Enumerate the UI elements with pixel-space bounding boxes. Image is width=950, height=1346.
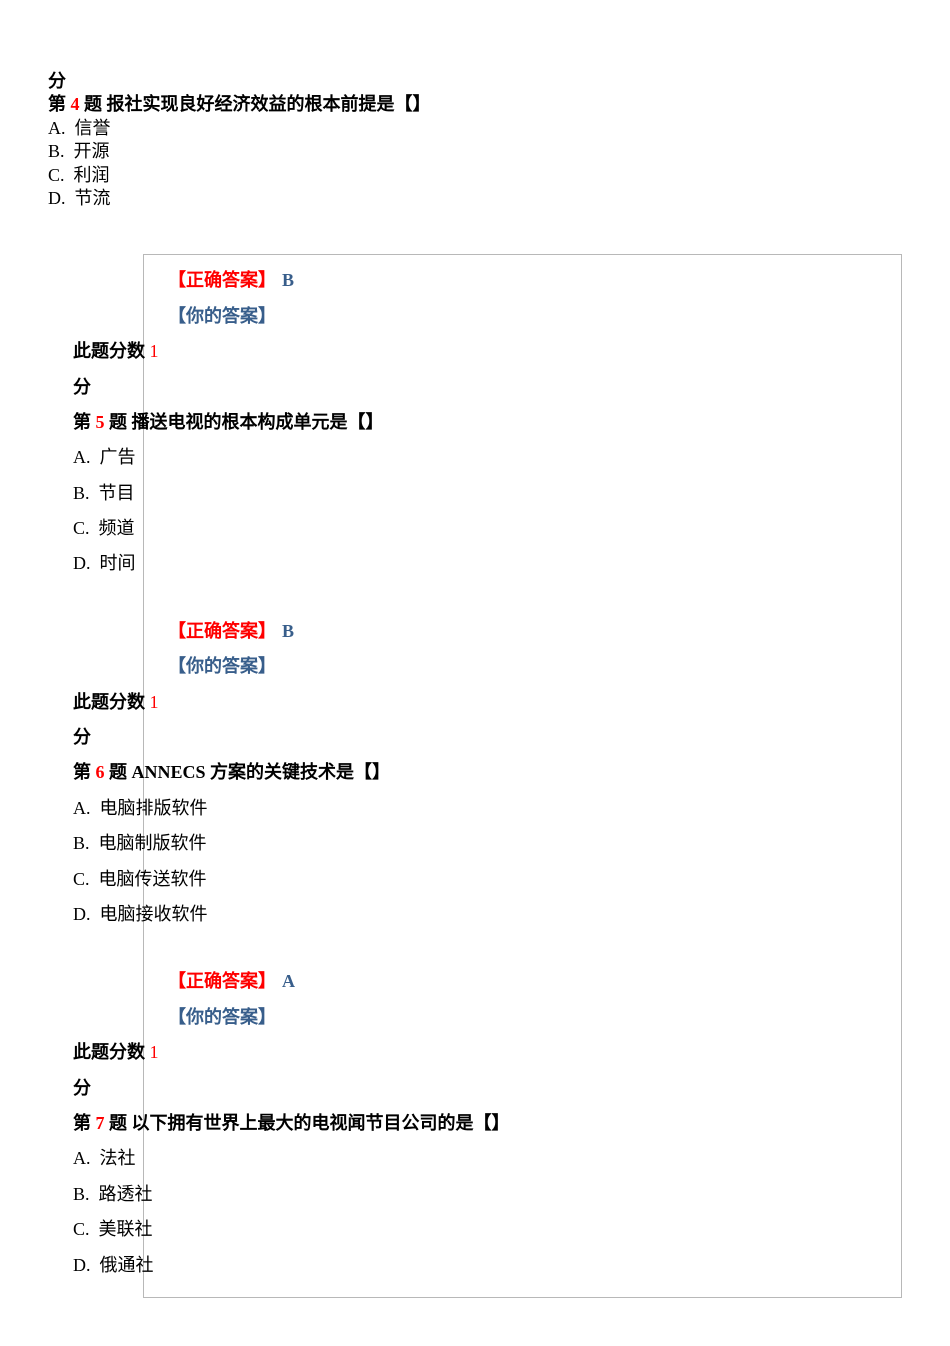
score-tail: 分 [73, 376, 877, 399]
option-a: A. 广告 [73, 446, 877, 469]
option-a: A. 电脑排版软件 [73, 797, 877, 820]
option-a: A. 法社 [73, 1147, 877, 1170]
options: A. 法社 B. 路透社 C. 美联社 D. 俄通社 [73, 1147, 877, 1277]
correct-label: 【正确答案】 [168, 621, 276, 641]
q-number: 4 [71, 94, 80, 114]
page: 分 第 4 题 报社实现良好经济效益的根本前提是【】 A. 信誉 B. 开源 C… [0, 0, 950, 1346]
option-d: D. 节流 [48, 187, 902, 210]
q-mid: 题 [105, 762, 132, 782]
your-answer-line: 【你的答案】 [168, 305, 877, 328]
q-prefix: 第 [48, 94, 71, 114]
question-line: 第 7 题 以下拥有世界上最大的电视闻节目公司的是【】 [73, 1112, 877, 1135]
option-d: D. 时间 [73, 552, 877, 575]
correct-value: B [282, 270, 294, 290]
option-b: B. 路透社 [73, 1183, 877, 1206]
q-number: 5 [96, 412, 105, 432]
question-line: 第 5 题 播送电视的根本构成单元是【】 [73, 411, 877, 434]
option-a: A. 信誉 [48, 117, 902, 140]
q-text: 播送电视的根本构成单元是【】 [132, 412, 384, 432]
your-label: 【你的答案】 [168, 306, 276, 326]
options: A. 广告 B. 节目 C. 频道 D. 时间 [73, 446, 877, 576]
q-prefix: 第 [73, 1113, 96, 1133]
q-number: 7 [96, 1113, 105, 1133]
score-label: 此题分数 [73, 341, 150, 361]
option-b: B. 开源 [48, 140, 902, 163]
correct-answer-line: 【正确答案】 B [168, 269, 877, 292]
question-line: 第 6 题 ANNECS 方案的关键技术是【】 [73, 761, 877, 784]
q-text: ANNECS 方案的关键技术是【】 [132, 762, 391, 782]
option-d: D. 俄通社 [73, 1254, 877, 1277]
option-b: B. 节目 [73, 482, 877, 505]
correct-answer-line: 【正确答案】 A [168, 970, 877, 993]
q-prefix: 第 [73, 412, 96, 432]
options: A. 信誉 B. 开源 C. 利润 D. 节流 [48, 117, 902, 211]
option-c: C. 频道 [73, 517, 877, 540]
your-label: 【你的答案】 [168, 1007, 276, 1027]
q-text: 报社实现良好经济效益的根本前提是【】 [107, 94, 431, 114]
q-mid: 题 [105, 1113, 132, 1133]
correct-label: 【正确答案】 [168, 270, 276, 290]
option-b: B. 电脑制版软件 [73, 832, 877, 855]
score-value: 1 [150, 341, 159, 361]
score-label: 此题分数 [73, 692, 150, 712]
score-value: 1 [150, 692, 159, 712]
your-label: 【你的答案】 [168, 656, 276, 676]
q-mid: 题 [105, 412, 132, 432]
score-tail: 分 [73, 1077, 877, 1100]
score-value: 1 [150, 1042, 159, 1062]
your-answer-line: 【你的答案】 [168, 1006, 877, 1029]
q-mid: 题 [80, 94, 107, 114]
correct-value: B [282, 621, 294, 641]
correct-label: 【正确答案】 [168, 971, 276, 991]
correct-answer-line: 【正确答案】 B [168, 620, 877, 643]
option-c: C. 电脑传送软件 [73, 868, 877, 891]
option-c: C. 利润 [48, 164, 902, 187]
prev-tail-text: 分 [48, 70, 902, 93]
score-line: 此题分数 1 [73, 691, 877, 714]
options: A. 电脑排版软件 B. 电脑制版软件 C. 电脑传送软件 D. 电脑接收软件 [73, 797, 877, 927]
q-text: 以下拥有世界上最大的电视闻节目公司的是【】 [132, 1113, 510, 1133]
score-line: 此题分数 1 [73, 340, 877, 363]
score-line: 此题分数 1 [73, 1041, 877, 1064]
answer-box: 【正确答案】B 【你的答案】 此题分数 1 分 第 5 题 播送电视的根本构成单… [143, 254, 902, 1298]
q-prefix: 第 [73, 762, 96, 782]
correct-value: A [282, 971, 295, 991]
question-block-4: 第 4 题 报社实现良好经济效益的根本前提是【】 A. 信誉 B. 开源 C. … [48, 93, 902, 1298]
option-d: D. 电脑接收软件 [73, 903, 877, 926]
score-tail: 分 [73, 726, 877, 749]
your-answer-line: 【你的答案】 [168, 655, 877, 678]
question-line: 第 4 题 报社实现良好经济效益的根本前提是【】 [48, 93, 902, 116]
option-c: C. 美联社 [73, 1218, 877, 1241]
score-label: 此题分数 [73, 1042, 150, 1062]
q-number: 6 [96, 762, 105, 782]
